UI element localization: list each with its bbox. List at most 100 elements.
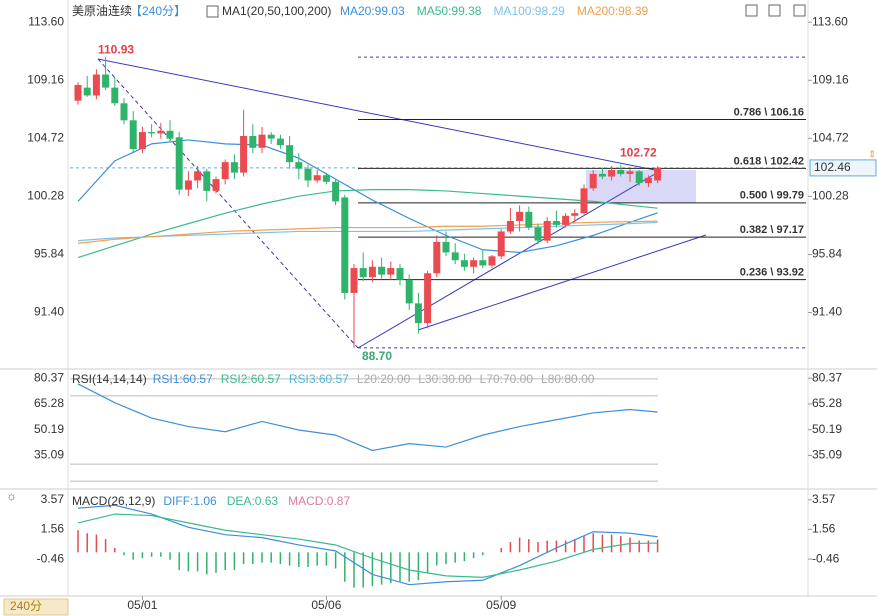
candle-body [138, 132, 146, 150]
y-tick-label: 113.60 [28, 14, 64, 28]
candle-body [451, 252, 459, 261]
legend-entry: MA200:98.39 [577, 4, 649, 18]
candle-body [552, 221, 560, 225]
settings-icon[interactable] [206, 5, 219, 18]
candle-body [543, 221, 551, 241]
period-button-label[interactable]: 240分 [10, 599, 42, 613]
period-button[interactable] [3, 598, 69, 616]
y-tick-label: 104.72 [812, 131, 849, 145]
candle-body [396, 268, 404, 280]
candle-body [442, 241, 450, 253]
ma-title: MA1(20,50,100,200) [222, 4, 331, 18]
y-tick-label: 35.09 [34, 448, 64, 462]
toolbar [745, 4, 806, 17]
candle-body [378, 266, 386, 275]
candle-body [175, 137, 183, 190]
y-tick-label: 113.60 [812, 14, 848, 28]
candle-body [368, 266, 376, 278]
candle-body [92, 74, 100, 96]
candle-body [598, 173, 606, 177]
candle-body [488, 256, 496, 266]
trend-line [417, 234, 707, 331]
y-tick-label: -0.46 [812, 551, 840, 565]
candle-body [608, 170, 616, 177]
candle-body [387, 268, 395, 275]
settings-sun-icon[interactable]: ☼ [6, 489, 17, 503]
tool-icon[interactable] [768, 4, 781, 17]
candle-body [433, 241, 441, 274]
candle-body [249, 136, 257, 148]
panel-title: MACD(26,12,9) [72, 494, 155, 508]
last-price-label: 102.46 [814, 160, 851, 174]
y-tick-label: 100.28 [812, 189, 849, 203]
alert-icon: ⇕ [868, 150, 876, 161]
candle-body [194, 171, 202, 181]
y-tick-label: 91.40 [34, 305, 64, 319]
candle-body [304, 168, 312, 181]
panel-title: RSI(14,14,14) [72, 372, 147, 386]
tool-icon[interactable] [745, 4, 758, 17]
y-tick-label: 65.28 [34, 396, 64, 410]
candle-body [276, 138, 284, 146]
candle-body [221, 162, 229, 180]
legend-entry: DIFF:1.06 [163, 494, 217, 508]
candle-body [571, 213, 579, 216]
legend-entry: RSI2:60.57 [221, 372, 281, 386]
x-tick-label: 05/01 [127, 598, 157, 612]
candle-body [506, 221, 514, 232]
fib-label: 0.382 \ 97.17 [740, 224, 804, 236]
y-tick-label: 3.57 [812, 492, 836, 506]
fib-label: 0.786 \ 106.16 [734, 106, 804, 118]
candle-body [654, 167, 662, 181]
trend-line [97, 58, 359, 349]
y-tick-label: 109.16 [27, 72, 64, 86]
candle-body [322, 175, 330, 182]
candle-body [497, 231, 505, 257]
y-tick-label: 109.16 [812, 72, 849, 86]
candle-body [258, 134, 266, 148]
candle-body [534, 227, 542, 241]
ma-line [77, 189, 658, 259]
candle-body [74, 85, 82, 101]
legend-entry: MACD:0.87 [288, 494, 350, 508]
y-tick-label: 1.56 [812, 522, 836, 536]
fib-label: 0.618 \ 102.42 [734, 155, 804, 167]
y-tick-label: 50.19 [812, 422, 842, 436]
x-tick-label: 05/06 [311, 598, 341, 612]
last-price-tag [809, 159, 877, 177]
candle-body [635, 171, 643, 184]
candle-body [589, 173, 597, 189]
candle-body [350, 268, 358, 293]
legend-entry: L20:20.00 [357, 372, 411, 386]
tool-icon[interactable] [793, 4, 806, 17]
y-tick-label: 100.28 [27, 189, 64, 203]
candle-body [470, 260, 478, 267]
candle-body [332, 181, 340, 202]
candle-body [230, 162, 238, 173]
legend-entry: L30:30.00 [418, 372, 472, 386]
candle-body [111, 87, 119, 104]
period[interactable]: 【240分】 [130, 4, 186, 18]
candle-body [267, 134, 275, 139]
candle-body [120, 103, 128, 121]
y-tick-label: 65.28 [812, 396, 842, 410]
y-tick-label: 104.72 [27, 131, 64, 145]
legend-entry: RSI3:60.57 [289, 372, 349, 386]
macd-line [77, 504, 658, 586]
candle-body [644, 177, 652, 184]
y-tick-label: 35.09 [812, 448, 842, 462]
trend-line [357, 170, 661, 349]
price-annotation: 102.72 [620, 146, 657, 160]
rsi-line [77, 383, 658, 452]
ma-line [77, 221, 658, 242]
candle-body [341, 197, 349, 293]
y-tick-label: 95.84 [34, 247, 64, 261]
candle-body [516, 211, 524, 221]
trend-lines [97, 58, 707, 349]
candle-body [83, 87, 91, 96]
candle-body [157, 130, 165, 134]
candle-body [405, 279, 413, 304]
legend-entry: MA20:99.03 [340, 4, 405, 18]
